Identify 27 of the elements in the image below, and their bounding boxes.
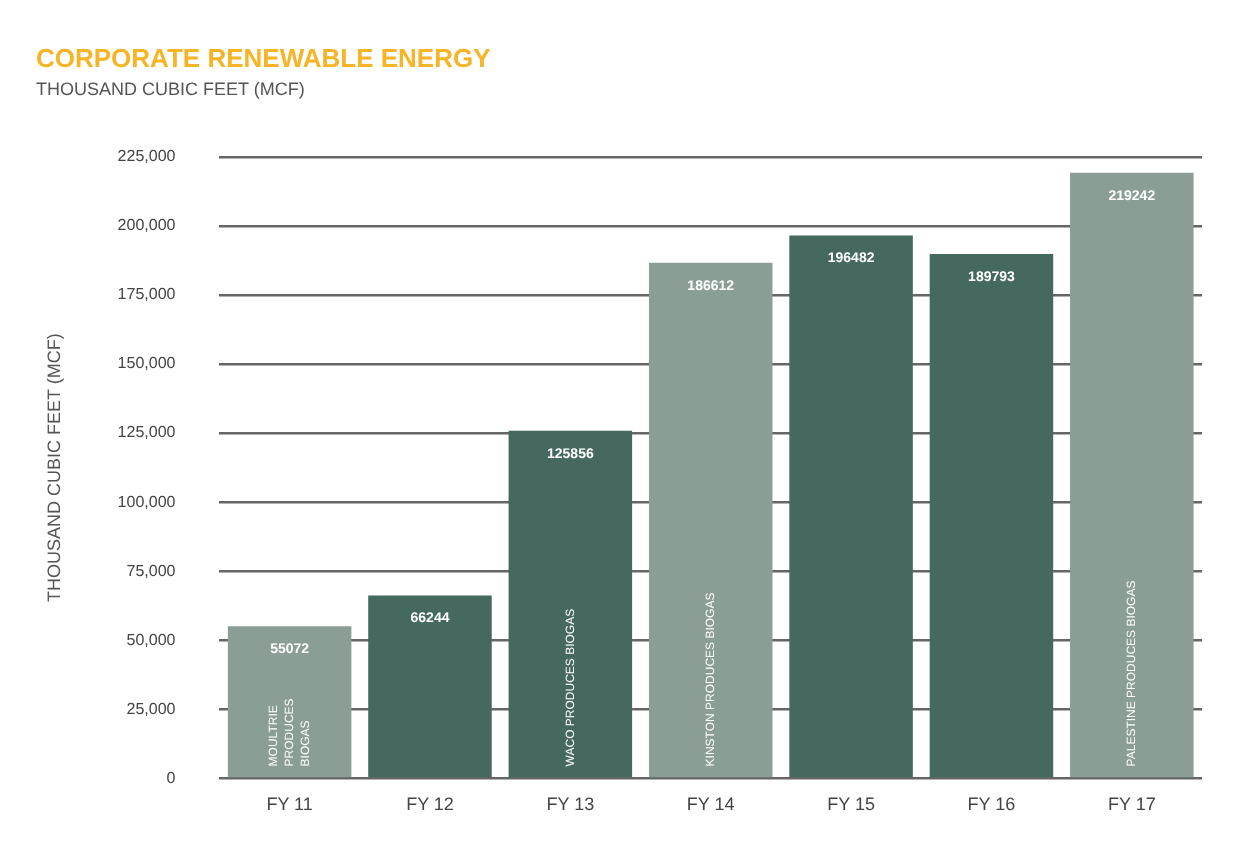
x-tick-label: FY 16 bbox=[967, 794, 1016, 815]
y-tick-label: 50,000 bbox=[126, 630, 177, 649]
bar bbox=[508, 430, 633, 778]
chart-title: CORPORATE RENEWABLE ENERGY bbox=[36, 42, 492, 73]
y-tick-label: 0 bbox=[166, 768, 177, 787]
y-tick-label: 150,000 bbox=[117, 354, 177, 373]
bar bbox=[929, 254, 1054, 778]
bar bbox=[1070, 172, 1194, 778]
x-tick-label: FY 12 bbox=[406, 794, 454, 815]
bar bbox=[368, 595, 492, 778]
y-axis-title: THOUSAND CUBIC FEET (MCF) bbox=[43, 333, 64, 602]
bar bbox=[789, 235, 913, 778]
y-tick-label: 175,000 bbox=[117, 285, 177, 304]
y-tick-label: 200,000 bbox=[117, 216, 177, 235]
y-tick-label: 100,000 bbox=[117, 492, 177, 511]
x-tick-label: FY 17 bbox=[1107, 794, 1156, 815]
y-tick-label: 125,000 bbox=[117, 423, 177, 442]
bar bbox=[648, 262, 773, 778]
y-tick-label: 75,000 bbox=[126, 561, 177, 580]
chart-subtitle: THOUSAND CUBIC FEET (MCF) bbox=[36, 78, 305, 99]
x-tick-label: FY 13 bbox=[546, 794, 595, 815]
x-tick-label: FY 11 bbox=[266, 794, 313, 815]
y-tick-label: 225,000 bbox=[117, 147, 177, 166]
bar bbox=[227, 626, 352, 778]
y-tick-label: 25,000 bbox=[126, 699, 177, 718]
x-tick-label: FY 15 bbox=[827, 794, 875, 815]
x-tick-label: FY 14 bbox=[686, 794, 735, 815]
